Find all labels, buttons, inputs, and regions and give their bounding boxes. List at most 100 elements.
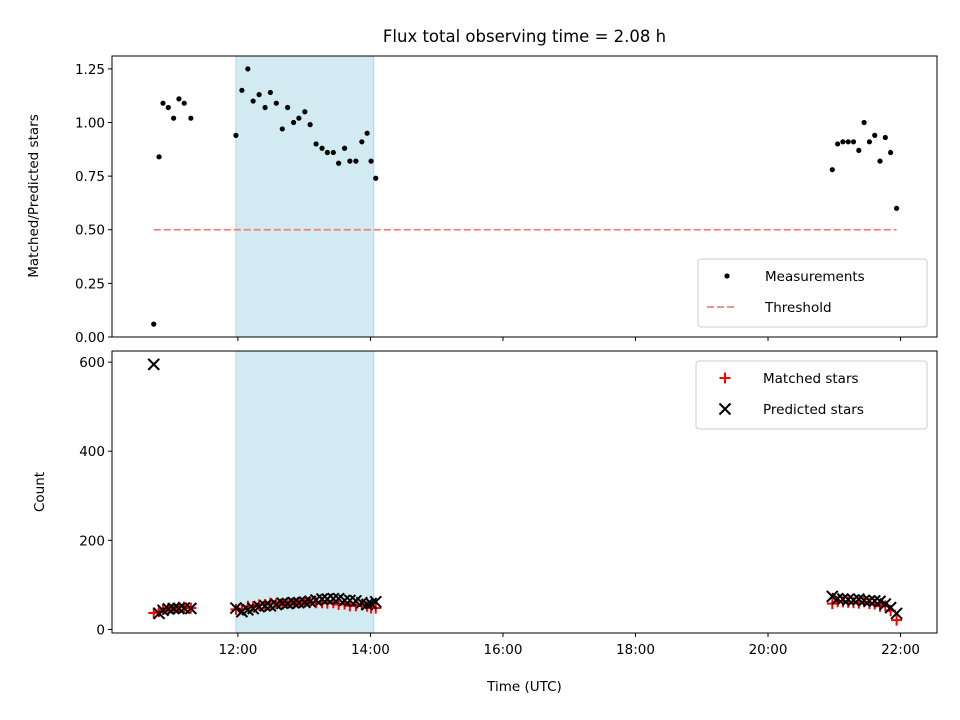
- data-point: [267, 89, 273, 96]
- y-tick-label: 0.25: [75, 276, 105, 292]
- y-tick-label: 0.00: [75, 330, 105, 346]
- data-point: [891, 614, 903, 626]
- data-point: [840, 139, 846, 145]
- data-point: [171, 115, 177, 121]
- data-point: [882, 134, 888, 141]
- data-point: [845, 139, 851, 145]
- data-point: [857, 594, 871, 607]
- data-point: [250, 98, 256, 104]
- data-point: [861, 119, 867, 126]
- data-point: [258, 599, 272, 613]
- data-point: [866, 139, 873, 145]
- data-point: [319, 145, 325, 151]
- data-point: [172, 602, 186, 615]
- data-point: [176, 96, 182, 102]
- data-point: [338, 594, 351, 607]
- legend-label: Predicted stars: [763, 402, 864, 418]
- data-point: [369, 595, 382, 609]
- y-tick-label: 1.00: [75, 115, 105, 131]
- y-tick-label: 1.25: [75, 62, 105, 78]
- data-point: [330, 149, 336, 156]
- data-point: [285, 104, 291, 111]
- panel-ratio: 0.00 0.25 0.50 0.75 1.00 1.25 Measurements Thre…: [75, 55, 938, 346]
- legend-label: Measurements: [765, 269, 865, 285]
- x-tick-label: 12:00: [218, 642, 257, 658]
- legend-swatch: [724, 273, 730, 279]
- data-point: [262, 104, 268, 111]
- data-point: [850, 139, 857, 145]
- x-tick-label: 14:00: [351, 642, 390, 658]
- data-point: [147, 358, 160, 371]
- data-point: [835, 141, 841, 147]
- data-point: [156, 154, 162, 160]
- legend-frame: [695, 360, 928, 430]
- x-tick-label: 18:00: [616, 642, 655, 658]
- legend-swatch: [719, 372, 731, 384]
- data-point: [302, 109, 308, 115]
- legend-label: Threshold: [764, 300, 832, 316]
- data-point: [307, 122, 313, 128]
- data-point: [353, 158, 359, 164]
- data-point: [184, 602, 198, 615]
- x-tick-label: 22:00: [881, 642, 920, 658]
- y-axis-label-ratio: Matched/Predicted stars: [26, 114, 42, 277]
- axes-frame: [111, 55, 938, 338]
- data-point: [877, 158, 883, 164]
- data-point: [888, 149, 894, 156]
- data-point: [245, 66, 251, 72]
- data-point: [160, 100, 166, 106]
- x-tick-label: 20:00: [749, 642, 788, 658]
- data-point: [287, 596, 300, 609]
- y-axis-label-count: Count: [32, 472, 48, 512]
- data-point: [868, 594, 881, 608]
- series-predicted-stars: [147, 358, 903, 620]
- data-point: [856, 147, 862, 153]
- y-tick-label: 400: [79, 444, 105, 460]
- data-point: [229, 601, 243, 615]
- shaded-interval: [235, 350, 375, 634]
- data-point: [165, 104, 171, 111]
- data-point: [364, 130, 370, 136]
- y-tick-label: 600: [79, 355, 105, 371]
- data-point: [279, 126, 285, 132]
- data-point: [879, 597, 892, 611]
- legend-frame: [697, 258, 928, 328]
- data-point: [276, 596, 289, 610]
- legend: Matched stars Predicted stars: [695, 360, 928, 430]
- data-point: [247, 601, 259, 613]
- data-point: [167, 602, 180, 615]
- data-point: [239, 87, 245, 93]
- data-point: [151, 321, 157, 327]
- legend-label: Matched stars: [763, 371, 859, 387]
- data-point: [831, 592, 844, 605]
- data-point: [296, 115, 302, 121]
- y-tick-label: 0.75: [75, 169, 105, 185]
- data-point: [327, 592, 340, 605]
- axes-frame: [111, 350, 938, 634]
- data-point: [359, 139, 365, 145]
- data-point: [341, 145, 348, 151]
- data-point: [360, 598, 374, 611]
- y-tick-label: 200: [79, 533, 105, 549]
- data-point: [872, 132, 878, 138]
- legend-swatch: [718, 402, 732, 416]
- x-tick-label: 16:00: [484, 642, 523, 658]
- data-point: [324, 149, 330, 156]
- panel-count: 0 200 400 600 12:00 14:00 16:00 18:00 20:00 22:00…: [79, 350, 938, 658]
- data-point: [836, 592, 850, 606]
- y-tick-label: 0: [96, 622, 105, 638]
- data-point: [315, 592, 329, 606]
- data-point: [347, 158, 353, 164]
- y-tick-label: 0.50: [75, 223, 105, 239]
- shaded-interval: [235, 55, 375, 338]
- data-point: [188, 115, 194, 121]
- data-point: [273, 100, 279, 106]
- data-point: [181, 100, 187, 106]
- data-point: [373, 175, 379, 181]
- data-point: [841, 593, 855, 606]
- chart-title: Flux total observing time = 2.08 h: [383, 27, 666, 46]
- data-point: [890, 607, 903, 620]
- data-point: [290, 119, 297, 126]
- series-measurements: [151, 66, 900, 327]
